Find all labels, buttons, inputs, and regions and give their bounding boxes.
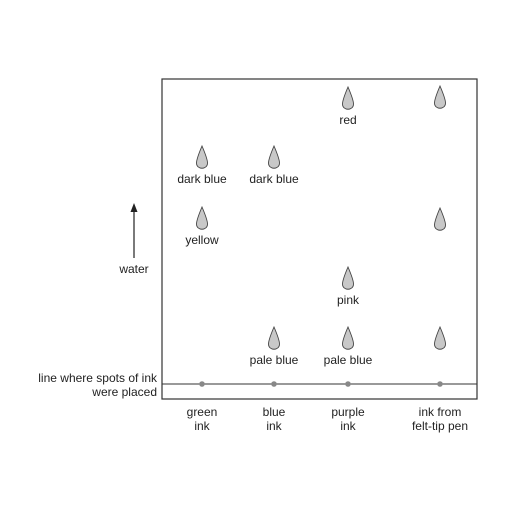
ink-spot — [268, 144, 280, 169]
column-label-purple: ink — [340, 419, 356, 433]
column-label-green: green — [187, 405, 218, 419]
spot-label: pale blue — [324, 353, 373, 367]
chromatography-paper — [161, 78, 478, 400]
spot-label: dark blue — [177, 172, 227, 186]
water-label: water — [118, 262, 148, 276]
origin-spot-green — [199, 381, 205, 387]
water-arrow-head — [130, 203, 138, 212]
spot-label: red — [339, 113, 356, 127]
column-label-purple: purple — [331, 405, 365, 419]
spot-label: dark blue — [249, 172, 299, 186]
spot-label: yellow — [185, 233, 219, 247]
column-label-felt-tip: ink from — [419, 405, 462, 419]
ink-spot — [342, 265, 354, 290]
ink-spot — [268, 325, 280, 350]
ink-spot — [196, 205, 208, 230]
baseline-caption-line1: line where spots of ink — [38, 371, 158, 385]
origin-spot-purple — [345, 381, 351, 387]
ink-spot — [434, 84, 446, 109]
origin-spot-blue — [271, 381, 277, 387]
baseline-caption-line2: were placed — [91, 385, 157, 399]
spot-label: pink — [337, 293, 360, 307]
column-label-green: ink — [194, 419, 210, 433]
column-label-blue: ink — [266, 419, 282, 433]
origin-spot-felt-tip — [437, 381, 443, 387]
column-label-blue: blue — [263, 405, 286, 419]
ink-spot — [196, 144, 208, 169]
ink-spot — [342, 325, 354, 350]
ink-spot — [434, 325, 446, 350]
ink-spot — [434, 206, 446, 231]
spot-label: pale blue — [250, 353, 299, 367]
ink-spot — [342, 85, 354, 110]
column-label-felt-tip: felt-tip pen — [412, 419, 468, 433]
